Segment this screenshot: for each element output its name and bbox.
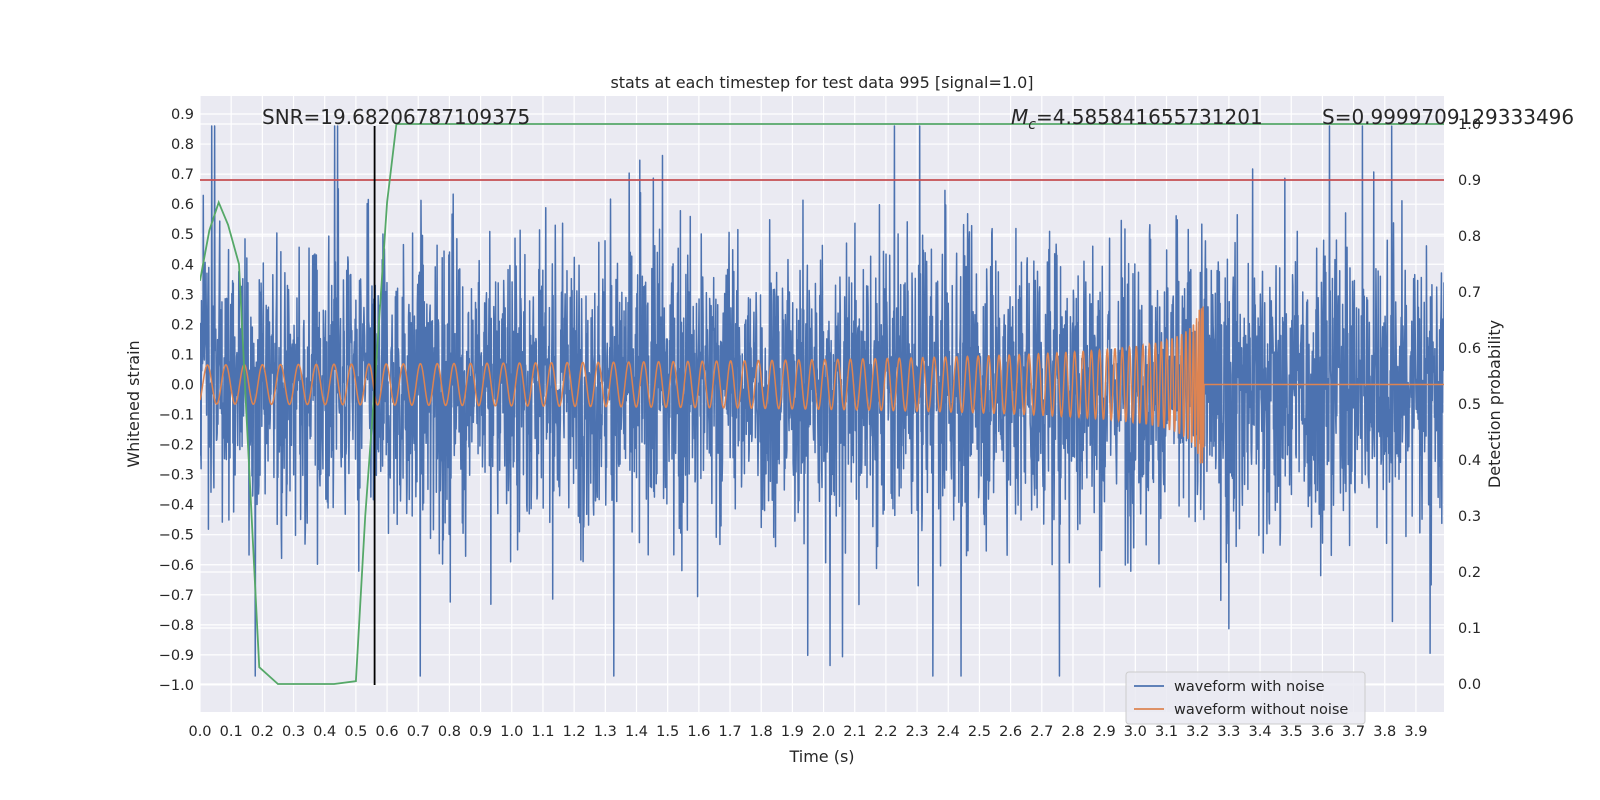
x-tick-label: 2.6 bbox=[999, 724, 1022, 740]
y2-axis-ticks: 1.0 0.9 0.8 0.7 0.6 0.5 0.4 0.3 0.2 0.1 0.0 bbox=[1458, 117, 1481, 693]
x-tick-label: 0.5 bbox=[344, 724, 367, 740]
y-tick-label: 0.2 bbox=[171, 317, 194, 333]
x-axis-label: Time (s) bbox=[788, 747, 854, 766]
y-tick-label: −0.1 bbox=[159, 408, 194, 424]
y2-tick-label: 0.0 bbox=[1458, 677, 1481, 693]
y2-tick-label: 0.2 bbox=[1458, 565, 1481, 581]
noisy-waveform-line bbox=[200, 125, 1444, 677]
x-tick-label: 3.5 bbox=[1280, 724, 1303, 740]
x-tick-label: 1.6 bbox=[687, 724, 710, 740]
legend: waveform with noise waveform without noi… bbox=[1125, 671, 1366, 725]
x-tick-label: 1.1 bbox=[531, 724, 554, 740]
x-tick-label: 1.0 bbox=[500, 724, 523, 740]
chirp-mass-value: =4.585841655731201 bbox=[1036, 105, 1263, 129]
y2-tick-label: 0.1 bbox=[1458, 621, 1481, 637]
x-tick-label: 2.8 bbox=[1061, 724, 1084, 740]
x-tick-label: 3.4 bbox=[1249, 724, 1272, 740]
y-tick-label: 0.7 bbox=[171, 167, 194, 183]
y2-tick-label: 0.9 bbox=[1458, 173, 1481, 189]
x-tick-label: 2.7 bbox=[1030, 724, 1053, 740]
x-tick-label: 0.8 bbox=[438, 724, 461, 740]
y-tick-label: −0.9 bbox=[159, 648, 194, 664]
chirp-mass-annotation: Mc=4.585841655731201 bbox=[1011, 105, 1263, 133]
snr-annotation: SNR=19.68206787109375 bbox=[262, 105, 530, 129]
x-tick-label: 0.0 bbox=[188, 724, 211, 740]
x-tick-label: 1.2 bbox=[563, 724, 586, 740]
y-tick-label: 0.1 bbox=[171, 347, 194, 363]
chirp-mass-symbol: M bbox=[1011, 105, 1028, 129]
x-tick-label: 3.3 bbox=[1217, 724, 1240, 740]
x-tick-label: 3.6 bbox=[1311, 724, 1334, 740]
x-tick-label: 3.7 bbox=[1342, 724, 1365, 740]
x-tick-label: 2.4 bbox=[937, 724, 960, 740]
x-tick-label: 1.3 bbox=[594, 724, 617, 740]
y2-tick-label: 0.4 bbox=[1458, 453, 1481, 469]
y-tick-label: −1.0 bbox=[159, 678, 194, 694]
x-tick-label: 1.5 bbox=[656, 724, 679, 740]
y-tick-label: 0.0 bbox=[171, 377, 194, 393]
x-tick-label: 0.9 bbox=[469, 724, 492, 740]
y2-tick-label: 0.5 bbox=[1458, 397, 1481, 413]
y2-axis-label: Detection probability bbox=[1485, 320, 1504, 488]
clean-waveform-line bbox=[200, 306, 1444, 464]
y-axis-ticks: 0.9 0.8 0.7 0.6 0.5 0.4 0.3 0.2 0.1 0.0 −0.1 −0.2 −0… bbox=[159, 107, 194, 694]
x-tick-label: 3.2 bbox=[1186, 724, 1209, 740]
significance-annotation: S=0.9999709129333496 bbox=[1322, 105, 1574, 129]
y2-tick-label: 0.3 bbox=[1458, 509, 1481, 525]
y2-tick-label: 0.7 bbox=[1458, 285, 1481, 301]
x-tick-label: 0.7 bbox=[407, 724, 430, 740]
detection-probability-line bbox=[200, 123, 1444, 685]
legend-label-clean: waveform without noise bbox=[1174, 702, 1348, 718]
x-tick-label: 0.6 bbox=[376, 724, 399, 740]
x-tick-label: 3.8 bbox=[1373, 724, 1396, 740]
x-tick-label: 2.3 bbox=[906, 724, 929, 740]
x-tick-label: 2.2 bbox=[874, 724, 897, 740]
y-tick-label: 0.9 bbox=[171, 107, 194, 123]
y-tick-label: 0.6 bbox=[171, 197, 194, 213]
x-tick-label: 1.7 bbox=[718, 724, 741, 740]
y-tick-label: 0.4 bbox=[171, 257, 194, 273]
x-tick-label: 3.0 bbox=[1124, 724, 1147, 740]
y-tick-label: −0.6 bbox=[159, 558, 194, 574]
x-axis-ticks: 0.0 0.1 0.2 0.3 0.4 0.5 0.6 0.7 0.8 0.9 1.0 1.1 1.2 1… bbox=[188, 724, 1427, 740]
x-tick-label: 2.5 bbox=[968, 724, 991, 740]
x-tick-label: 2.1 bbox=[843, 724, 866, 740]
x-tick-label: 0.3 bbox=[282, 724, 305, 740]
legend-box bbox=[1125, 671, 1366, 725]
x-tick-label: 2.0 bbox=[812, 724, 835, 740]
series-layer bbox=[200, 123, 1444, 685]
x-tick-label: 1.4 bbox=[625, 724, 648, 740]
x-tick-label: 1.8 bbox=[750, 724, 773, 740]
y-tick-label: 0.3 bbox=[171, 287, 194, 303]
y2-tick-label: 1.0 bbox=[1458, 117, 1481, 133]
x-tick-label: 1.9 bbox=[781, 724, 804, 740]
x-tick-label: 2.9 bbox=[1093, 724, 1116, 740]
y-tick-label: 0.8 bbox=[171, 137, 194, 153]
y2-tick-label: 0.6 bbox=[1458, 341, 1481, 357]
y-tick-label: −0.4 bbox=[159, 498, 194, 514]
chirp-mass-subscript: c bbox=[1028, 117, 1036, 133]
y-tick-label: −0.3 bbox=[159, 468, 194, 484]
chart-title: stats at each timestep for test data 995… bbox=[610, 73, 1033, 92]
y-axis-label: Whitened strain bbox=[124, 340, 143, 467]
y-tick-label: −0.8 bbox=[159, 618, 194, 634]
x-tick-label: 0.4 bbox=[313, 724, 336, 740]
x-tick-label: 3.1 bbox=[1155, 724, 1178, 740]
x-tick-label: 0.1 bbox=[220, 724, 243, 740]
y-tick-label: −0.2 bbox=[159, 438, 194, 454]
y-tick-label: −0.7 bbox=[159, 588, 194, 604]
x-tick-label: 3.9 bbox=[1404, 724, 1427, 740]
x-tick-label: 0.2 bbox=[251, 724, 274, 740]
y-tick-label: −0.5 bbox=[159, 528, 194, 544]
y-tick-label: 0.5 bbox=[171, 227, 194, 243]
legend-label-noise: waveform with noise bbox=[1174, 679, 1325, 695]
y2-tick-label: 0.8 bbox=[1458, 229, 1481, 245]
